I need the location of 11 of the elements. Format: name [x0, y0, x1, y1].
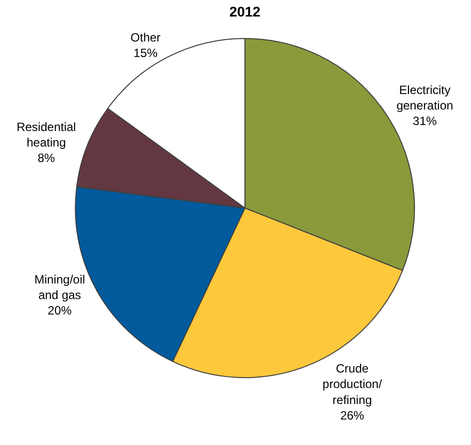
data-label: 8% — [38, 151, 56, 166]
slice-label: Electricity generation — [396, 82, 454, 113]
slice-label: Mining/oil and gas — [34, 272, 86, 302]
data-label: 31% — [412, 114, 438, 128]
chart-title: 2012 — [229, 3, 261, 20]
slice-label: Other — [130, 30, 161, 44]
data-label: 15% — [134, 46, 158, 60]
slice-label: Crude production/ refining — [322, 362, 383, 407]
data-label: 26% — [340, 408, 365, 422]
slice-label: Residential heating — [16, 120, 76, 150]
data-label: 20% — [48, 304, 72, 318]
